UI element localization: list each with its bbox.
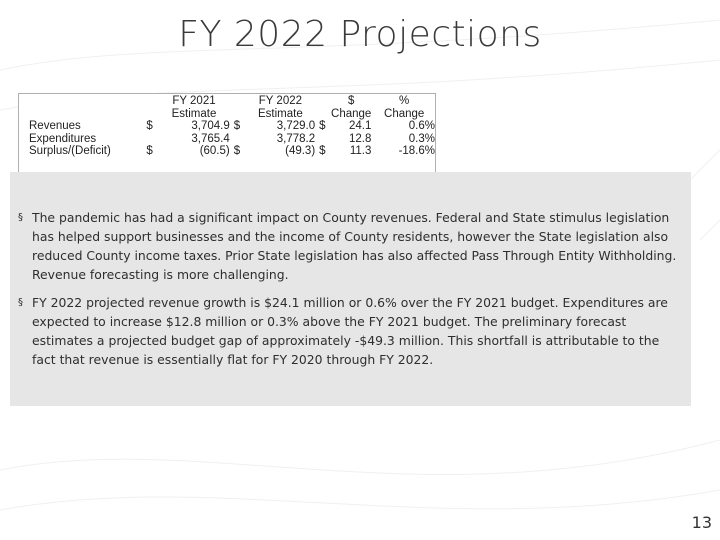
dollar-change-value: 24.1 bbox=[348, 120, 372, 133]
fy2022-value: 3,729.0 bbox=[276, 120, 316, 133]
header-estimate: Estimate bbox=[171, 107, 217, 120]
bullet-text: FY 2022 projected revenue growth is $24.… bbox=[32, 295, 668, 367]
header-cell bbox=[29, 108, 146, 121]
table-header-row: Estimate Estimate Change Change bbox=[29, 108, 435, 121]
fy2021-value: 3,704.9 bbox=[191, 120, 230, 133]
header-estimate: Estimate bbox=[258, 107, 303, 120]
header-cell bbox=[319, 108, 331, 121]
slide-title: FY 2022 Projections bbox=[178, 14, 542, 55]
page-number: 13 bbox=[691, 513, 712, 532]
header-percent: % bbox=[399, 95, 410, 107]
currency-symbol: $ bbox=[233, 145, 241, 158]
header-cell bbox=[29, 95, 146, 108]
square-bullet-icon: § bbox=[18, 212, 23, 223]
bullet-content-panel: § The pandemic has had a significant imp… bbox=[10, 172, 691, 406]
currency-symbol: $ bbox=[146, 145, 153, 158]
dollar-change-value: 12.8 bbox=[348, 132, 372, 145]
percent-change-value: 0.6% bbox=[408, 120, 435, 133]
fy2022-value: 3,778.2 bbox=[276, 132, 316, 145]
row-label: Expenditures bbox=[29, 132, 97, 145]
header-dollar: $ bbox=[347, 95, 355, 107]
header-cell bbox=[234, 108, 246, 121]
bullet-text: The pandemic has had a significant impac… bbox=[32, 210, 677, 282]
table-row: Expenditures 3,765.4 3,778.2 12.8 0.3% bbox=[29, 133, 435, 146]
header-change: Change bbox=[384, 107, 425, 120]
bullet-item: § The pandemic has had a significant imp… bbox=[18, 208, 684, 284]
fy2021-value: 3,765.4 bbox=[191, 132, 230, 145]
row-label: Revenues bbox=[29, 120, 81, 133]
projection-table: FY 2021 FY 2022 $ % Estimate Estimate Ch… bbox=[18, 93, 436, 176]
projection-table-grid: FY 2021 FY 2022 $ % Estimate Estimate Ch… bbox=[29, 95, 435, 158]
header-change: Change bbox=[331, 107, 372, 120]
square-bullet-icon: § bbox=[18, 297, 23, 308]
currency-symbol: $ bbox=[319, 120, 326, 133]
table-header-row: FY 2021 FY 2022 $ % bbox=[29, 95, 435, 108]
header-cell bbox=[146, 108, 158, 121]
fy2022-value: (49.3) bbox=[285, 145, 316, 158]
percent-change-value: -18.6% bbox=[398, 145, 435, 158]
currency-symbol: $ bbox=[146, 120, 153, 133]
percent-change-value: 0.3% bbox=[408, 132, 435, 145]
currency-symbol: $ bbox=[319, 145, 326, 158]
header-cell bbox=[234, 95, 246, 108]
fy2021-value: (60.5) bbox=[199, 145, 230, 158]
header-fy2021: FY 2021 bbox=[172, 95, 216, 107]
bullet-item: § FY 2022 projected revenue growth is $2… bbox=[18, 293, 684, 369]
currency-symbol bbox=[146, 133, 158, 146]
header-fy2022: FY 2022 bbox=[258, 95, 303, 107]
currency-symbol bbox=[319, 133, 331, 146]
table-row: Surplus/(Deficit) $ (60.5) $ (49.3) $ 11… bbox=[29, 145, 435, 158]
header-cell bbox=[146, 95, 158, 108]
dollar-change-value: 11.3 bbox=[349, 145, 372, 158]
currency-symbol: $ bbox=[233, 120, 241, 133]
currency-symbol bbox=[234, 133, 246, 146]
table-row: Revenues $ 3,704.9 $ 3,729.0 $ 24.1 0.6% bbox=[29, 120, 435, 133]
header-cell bbox=[319, 95, 331, 108]
row-label: Surplus/(Deficit) bbox=[29, 145, 111, 158]
